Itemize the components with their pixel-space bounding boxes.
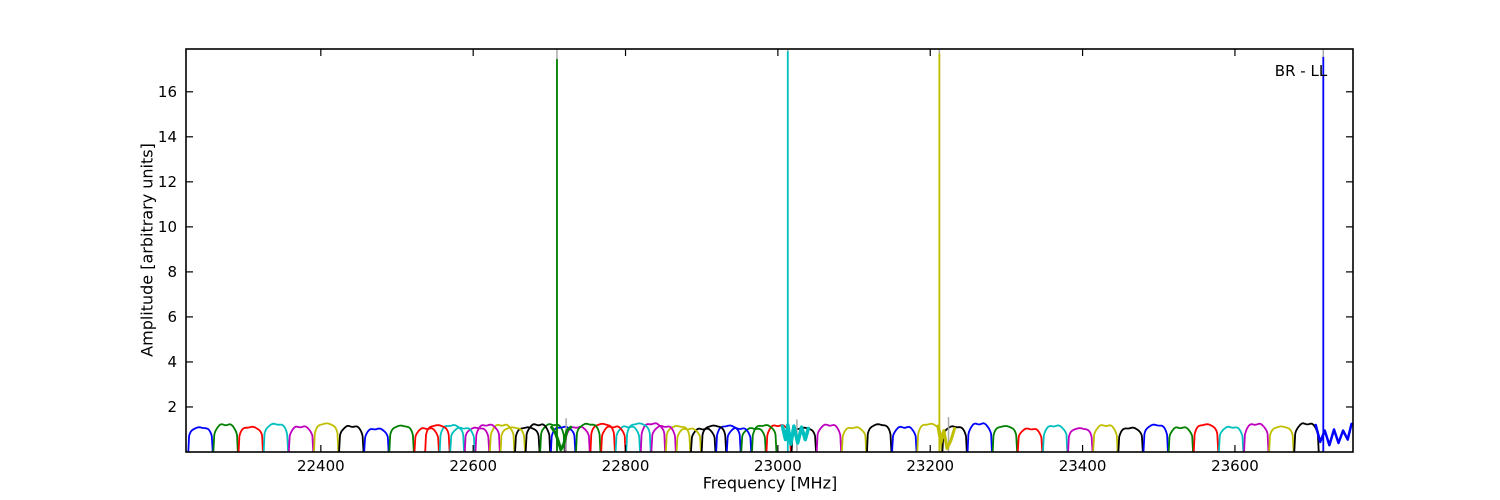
- x-tick-label: 23200: [906, 457, 954, 475]
- subband-bandpass-curve: [187, 426, 214, 452]
- y-tick-label: 10: [158, 218, 177, 236]
- subband-bandpass-curve: [313, 422, 340, 452]
- subband-bandpass-curve: [1218, 425, 1245, 452]
- subband-bandpass-curve: [338, 425, 365, 452]
- subband-bandpass-curve: [650, 425, 677, 452]
- subband-bandpass-curve: [740, 427, 767, 452]
- subband-bandpass-curve: [1117, 426, 1144, 452]
- subband-bandpass-curve: [388, 424, 415, 452]
- subband-bandpass-curve: [614, 425, 641, 452]
- subband-bandpass-curve: [463, 426, 491, 452]
- ripple-segment: [550, 425, 573, 452]
- x-tick-label: 22600: [449, 457, 497, 475]
- subband-bandpass-curve: [424, 424, 451, 452]
- subband-bandpass-curve: [363, 427, 390, 452]
- y-tick-label: 16: [158, 83, 177, 101]
- ripple-segment: [936, 424, 957, 451]
- subband-bandpass-curve: [1016, 427, 1044, 452]
- x-tick-label: 23400: [1059, 457, 1107, 475]
- subband-bandpass-curve: [1042, 424, 1069, 452]
- y-tick-label: 2: [167, 398, 177, 416]
- subband-bandpass-curve: [841, 426, 868, 452]
- y-axis-label: Amplitude [arbitrary units]: [137, 143, 157, 357]
- subband-bandpass-curve: [690, 427, 717, 452]
- subband-bandpass-curve: [499, 426, 526, 452]
- y-tick-label: 8: [167, 263, 177, 281]
- x-tick-label: 23600: [1211, 457, 1259, 475]
- subband-bandpass-curve: [665, 425, 692, 452]
- subband-bandpass-curve: [287, 425, 315, 452]
- y-tick-label: 12: [158, 173, 177, 191]
- subband-bandpass-curve: [262, 422, 289, 452]
- subband-bandpass-curve: [815, 423, 842, 452]
- y-tick-label: 14: [158, 128, 177, 146]
- subband-bandpass-curve: [237, 425, 264, 452]
- subband-bandpass-curve: [1067, 427, 1094, 452]
- axes-frame: [185, 48, 1354, 453]
- subband-bandpass-curve: [891, 425, 918, 452]
- subband-bandpass-curve: [1167, 426, 1194, 452]
- subband-bandpass-curve: [524, 423, 551, 452]
- y-tick-label: 6: [167, 308, 177, 326]
- subband-bandpass-curve: [866, 423, 893, 452]
- subband-bandpass-curve: [1192, 423, 1220, 452]
- subband-bandpass-curve: [550, 425, 577, 452]
- subband-bandpass-curve: [700, 424, 727, 452]
- subband-bandpass-curve: [991, 425, 1018, 452]
- x-tick-label: 23000: [754, 457, 802, 475]
- y-tick-label: 4: [167, 353, 177, 371]
- subband-bandpass-curve: [514, 426, 541, 452]
- polarization-annotation: BR - LL: [1274, 62, 1328, 80]
- subband-bandpass-curve: [575, 422, 602, 452]
- ripple-segment: [1314, 422, 1353, 447]
- subband-bandpass-curve: [1142, 423, 1169, 452]
- subband-bandpass-curve: [600, 425, 627, 452]
- subband-bandpass-curve: [1293, 422, 1320, 452]
- subband-bandpass-curve: [413, 427, 440, 452]
- subband-bandpass-curve: [675, 427, 702, 452]
- subband-bandpass-curve: [449, 426, 476, 452]
- subband-bandpass-curve: [625, 422, 652, 452]
- subband-bandpass-curve: [1243, 422, 1270, 452]
- subband-bandpass-curve: [1268, 425, 1295, 452]
- subband-bandpass-curve: [941, 425, 968, 452]
- x-axis-label: Frequency [MHz]: [702, 473, 838, 493]
- subband-bandpass-curve: [751, 424, 778, 452]
- x-tick-label: 22800: [602, 457, 650, 475]
- subband-bandpass-curve: [474, 423, 501, 452]
- subband-bandpass-curve: [966, 422, 993, 452]
- ripple-segment: [780, 423, 811, 446]
- subband-bandpass-curve: [1092, 424, 1119, 452]
- subband-bandpass-curve: [212, 423, 239, 452]
- subband-bandpass-curve: [725, 427, 753, 452]
- x-tick-label: 22400: [297, 457, 345, 475]
